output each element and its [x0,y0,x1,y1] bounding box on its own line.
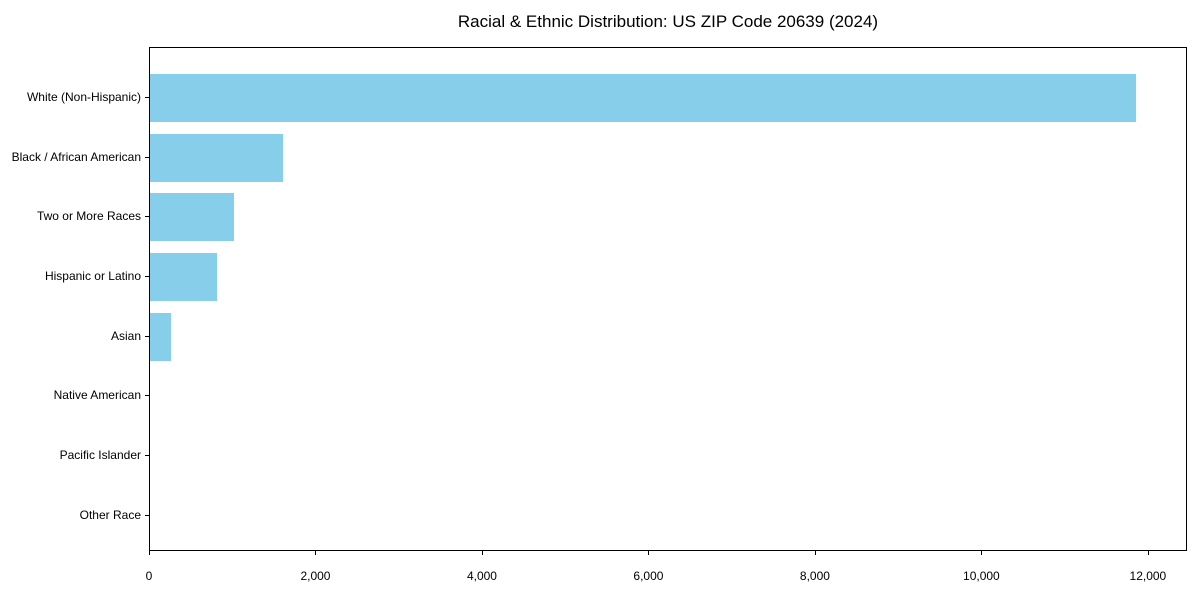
x-tick-label: 8,000 [799,569,830,583]
x-axis: 0 2,000 4,000 6,000 8,000 10,000 12,000 [146,551,1187,591]
x-tick-mark [1147,551,1149,555]
bar [150,133,284,182]
y-tick-mark [145,514,149,516]
y-tick-label: Native American [53,388,141,403]
bar [150,252,217,301]
x-tick-label: 2,000 [300,569,331,583]
bar [150,73,1137,122]
y-tick-label: Two or More Races [36,209,141,224]
y-tick-label: Pacific Islander [59,448,141,463]
x-tick-label: 6,000 [633,569,664,583]
x-tick-mark [648,551,650,555]
y-tick-label: Other Race [79,507,141,522]
bar [150,312,171,361]
y-tick-label: Hispanic or Latino [44,268,141,283]
y-tick-label: White (Non-Hispanic) [26,89,141,104]
y-tick-mark [145,156,149,158]
x-tick-label: 4,000 [466,569,497,583]
x-tick-mark [981,551,983,555]
y-tick-mark [145,216,149,218]
chart-title: Racial & Ethnic Distribution: US ZIP Cod… [457,12,879,31]
y-tick-mark [145,395,149,397]
x-tick-label: 10,000 [963,569,1000,583]
bar [150,193,235,242]
x-tick-label: 12,000 [1129,569,1167,583]
x-tick-mark [149,551,150,555]
y-tick-mark [145,275,149,277]
y-tick-mark [145,335,149,337]
y-tick-mark [145,96,149,98]
plot-area [149,47,1187,551]
x-tick-label: 0 [145,569,153,583]
y-tick-mark [145,455,149,457]
x-tick-mark [814,551,816,555]
y-axis-labels: White (Non-Hispanic) Black / African Amer… [0,47,149,551]
y-tick-label: Black / African American [11,149,141,164]
x-tick-mark [315,551,317,555]
x-tick-mark [481,551,483,555]
y-tick-label: Asian [110,328,141,343]
